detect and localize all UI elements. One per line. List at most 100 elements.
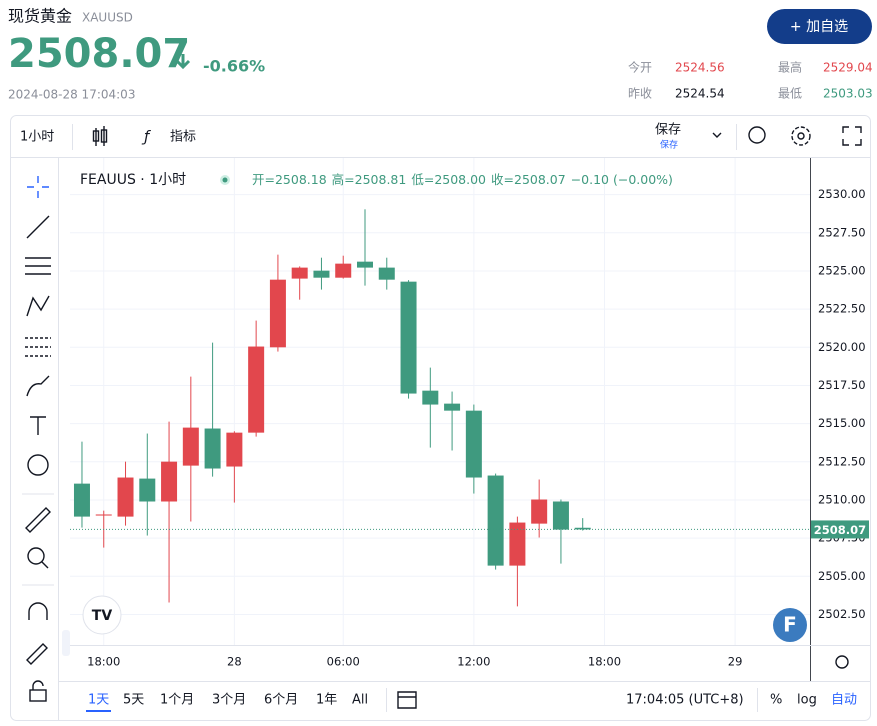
x-tick-label: 18:00 [87, 655, 120, 669]
candle-body [574, 527, 591, 530]
watch-button-label[interactable]: + 加自选 [790, 19, 848, 35]
candle-body [204, 428, 221, 469]
tv-logo [82, 595, 122, 635]
legend-item: 高=2508.81 [332, 172, 407, 187]
candle-body [139, 478, 156, 502]
last-price-label: 2508.07 [814, 523, 866, 537]
candle-body [269, 279, 286, 348]
f-badge[interactable] [773, 608, 807, 642]
candle-body [422, 390, 439, 405]
indicator[interactable]: 指标 [170, 130, 196, 145]
save-sub: 保存 [660, 139, 678, 151]
stat-label: 最低 [778, 87, 802, 101]
stat-label: 最高 [778, 60, 802, 75]
range-button[interactable]: 1年 [316, 693, 337, 708]
candle-body [313, 270, 330, 278]
fullscreen-icon[interactable] [842, 126, 862, 146]
legend-item: 收=2508.07 [491, 172, 566, 187]
brush-tool[interactable] [26, 375, 50, 397]
datetime: 2024-08-28 17:04:03 [8, 88, 135, 102]
stat-value: 2503.03 [823, 87, 873, 101]
range-button[interactable]: 6个月 [264, 693, 298, 708]
save[interactable]: 保存 [655, 123, 681, 138]
x-tick-label: 29 [728, 655, 743, 669]
legend-item: 开=2508.18 [252, 172, 327, 187]
lock-tool[interactable] [29, 689, 47, 702]
clock: 17:04:05 (UTC+8) [626, 693, 744, 708]
range-button[interactable]: 3个月 [212, 693, 246, 708]
y-tick-label: 2530.00 [818, 187, 866, 201]
y-tick-label: 2512.50 [818, 454, 866, 468]
stat-value: 2524.56 [675, 61, 725, 75]
collapse-handle[interactable] [62, 630, 70, 656]
candle-body [248, 346, 265, 433]
fx-icon[interactable]: ƒ [141, 128, 151, 146]
emoji-tool[interactable] [27, 454, 49, 476]
zoom-handle [41, 561, 49, 569]
candle-body [291, 267, 308, 279]
settings-icon-core [797, 132, 805, 140]
chevron[interactable] [712, 132, 722, 138]
y-tick-label: 2502.50 [818, 607, 866, 621]
range-button[interactable]: 1个月 [160, 693, 194, 708]
range-button[interactable]: 1天 [88, 693, 109, 708]
projection-tool[interactable] [25, 337, 51, 357]
alert-icon[interactable] [748, 126, 766, 144]
symbol: XAUUSD [82, 11, 133, 25]
log-toggle[interactable]: log [797, 693, 817, 708]
candle-body [465, 410, 482, 478]
axis-settings[interactable] [835, 655, 849, 669]
percent-toggle[interactable]: % [770, 693, 782, 708]
candle-icon[interactable] [92, 126, 108, 146]
candle-body [400, 281, 417, 394]
pattern-tool[interactable] [26, 295, 50, 317]
stat-label: 今开 [628, 60, 652, 75]
candle-body [487, 475, 504, 566]
lock-shackle [32, 680, 44, 690]
y-tick-label: 2515.00 [818, 416, 866, 430]
candle-body [161, 461, 178, 502]
candle-body [378, 267, 395, 280]
stat-value: 2529.04 [823, 61, 873, 75]
range-button[interactable]: All [352, 693, 368, 708]
line-tool[interactable] [26, 215, 50, 239]
tv-logo-mark: TV [92, 608, 113, 624]
fib-tool[interactable] [25, 257, 51, 275]
candle-body [531, 499, 548, 524]
pencil-lock-tool[interactable] [26, 643, 48, 665]
y-tick-label: 2527.50 [818, 225, 866, 239]
candle-body [552, 501, 569, 530]
y-tick-label: 2522.50 [818, 302, 866, 316]
candle-body [356, 261, 373, 268]
legend-dot-core [222, 177, 228, 183]
ruler-tool[interactable] [25, 507, 51, 533]
candle-body [95, 514, 112, 516]
y-tick-label: 2505.00 [818, 569, 866, 583]
change: -0.66% [203, 57, 265, 76]
settings-icon[interactable] [791, 126, 811, 146]
watch-button[interactable] [767, 9, 872, 44]
price: 2508.07 [8, 31, 190, 77]
last-price-tag [811, 520, 869, 539]
text-tool[interactable] [30, 416, 46, 435]
left-tools [25, 176, 51, 702]
f-badge-mark: F [783, 613, 797, 637]
candle-body [335, 263, 352, 278]
candle-body [509, 522, 526, 566]
crosshair-tool[interactable] [27, 176, 49, 198]
y-tick-label: 2510.00 [818, 492, 866, 506]
chart-panel [10, 115, 871, 721]
candle-body [444, 403, 461, 411]
legend-item: 低=2508.00 [411, 172, 486, 187]
date-range-icon[interactable] [397, 691, 417, 709]
interval[interactable]: 1小时 [20, 130, 54, 145]
y-tick-label: 2517.50 [818, 378, 866, 392]
candle-body [182, 427, 199, 466]
zoom-tool[interactable] [27, 547, 45, 565]
legend-values: 开=2508.18 高=2508.81 低=2508.00 收=2508.07 −0.1… [252, 172, 673, 187]
auto-toggle[interactable]: 自动 [831, 693, 857, 708]
range-button[interactable]: 5天 [123, 693, 144, 708]
magnet-tool[interactable] [28, 602, 48, 620]
legend-item: −0.10 (−0.00%) [571, 172, 673, 187]
